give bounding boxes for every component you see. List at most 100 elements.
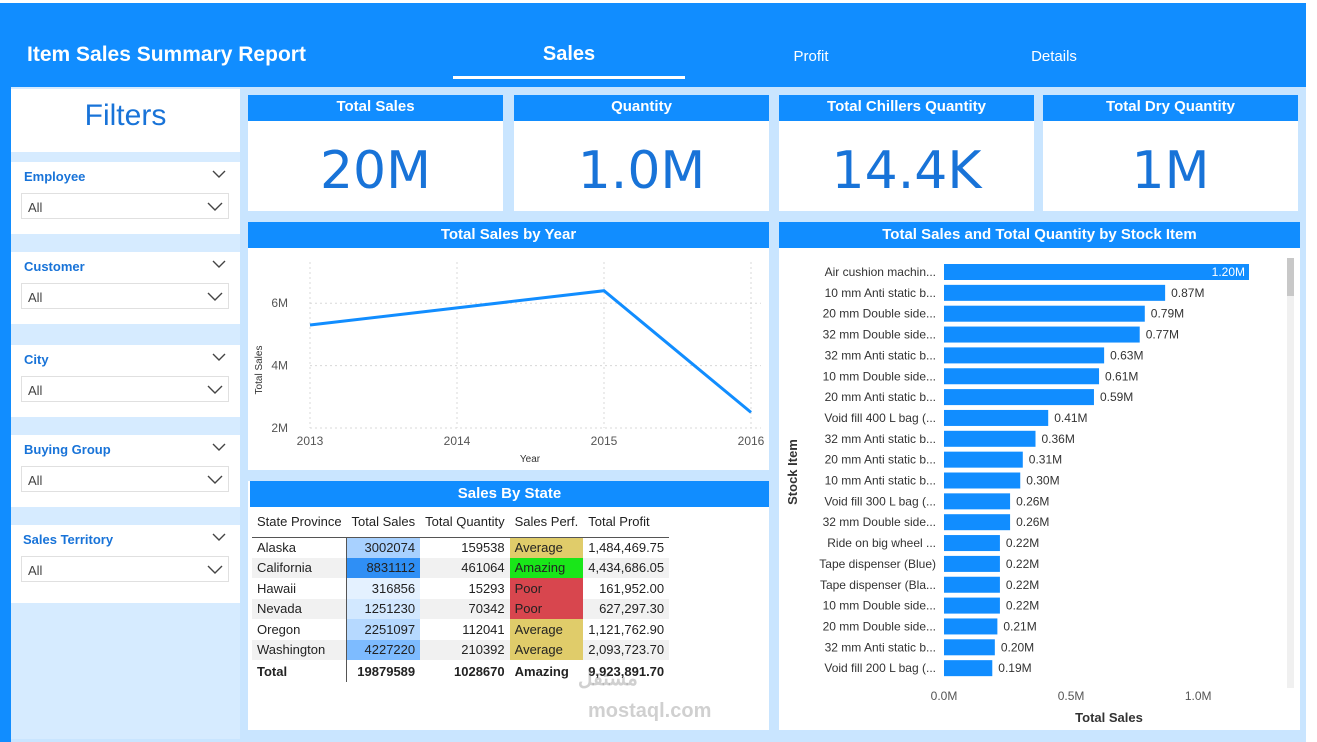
slicer-sales-territory: Sales Territory All <box>11 525 240 603</box>
data-label: 0.30M <box>1026 474 1059 488</box>
data-label: 0.41M <box>1054 411 1087 425</box>
data-label: 0.61M <box>1105 369 1138 383</box>
category-label: Void fill 400 L bag (... <box>824 411 936 425</box>
city-dropdown[interactable]: All <box>21 376 229 402</box>
bar <box>944 430 1036 447</box>
chevron-down-icon[interactable] <box>212 532 226 542</box>
category-label: 20 mm Anti static b... <box>825 390 936 404</box>
sales-cell: 4227220 <box>346 639 421 660</box>
slicer-buying-group: Buying Group All <box>11 435 240 507</box>
x-tick-label: 1.0M <box>1185 689 1212 703</box>
profit-cell: 2,093,723.70 <box>588 642 665 658</box>
bar <box>944 347 1105 364</box>
line-chart[interactable]: 2M 4M 6M 2013 2014 2015 2016 Year Total Sales <box>248 248 769 470</box>
kpi-card-total-sales: Total Sales 20M <box>248 95 503 211</box>
table-row[interactable]: Oregon 2251097 112041 Average 1,121,762.90 <box>252 619 670 640</box>
perf-cell: Poor <box>509 578 584 599</box>
chevron-down-icon[interactable] <box>212 442 226 452</box>
chevron-down-icon <box>207 565 223 574</box>
bar <box>944 389 1094 406</box>
chevron-down-icon <box>207 385 223 394</box>
column-header[interactable]: Total Profit <box>583 511 670 538</box>
state-cell: Alaska <box>257 540 297 555</box>
x-tick-label: 2015 <box>591 434 618 448</box>
sales-territory-dropdown[interactable]: All <box>21 556 229 582</box>
slicer-customer: Customer All <box>11 252 240 324</box>
category-label: Air cushion machin... <box>825 265 936 279</box>
data-label: 0.77M <box>1146 328 1179 342</box>
category-label: 32 mm Anti static b... <box>825 432 936 446</box>
dropdown-value: All <box>28 200 43 215</box>
quantity-cell: 210392 <box>461 642 505 658</box>
bar <box>944 597 1000 614</box>
employee-dropdown[interactable]: All <box>21 193 229 219</box>
sales-cell: 2251097 <box>346 619 421 640</box>
customer-dropdown[interactable]: All <box>21 283 229 309</box>
chevron-down-icon[interactable] <box>212 352 226 362</box>
bar-chart[interactable]: Air cushion machin... 1.20M 10 mm Anti sta… <box>779 248 1300 730</box>
x-tick-label: 2016 <box>738 434 765 448</box>
kpi-card-value: 20M <box>319 141 432 201</box>
quantity-cell: 70342 <box>468 601 505 617</box>
column-header[interactable]: State Province <box>252 511 347 538</box>
bar <box>944 284 1166 301</box>
y-axis-label: Stock Item <box>785 439 800 505</box>
state-cell: Hawaii <box>257 580 297 596</box>
state-cell: Oregon <box>257 621 301 637</box>
profit-cell: 161,952.00 <box>599 580 665 596</box>
column-header[interactable]: Sales Perf. <box>509 511 584 538</box>
data-label: 0.87M <box>1171 286 1204 300</box>
watermark-logo: مستقل <box>578 668 638 690</box>
chevron-down-icon[interactable] <box>212 259 226 269</box>
column-header[interactable]: Total Quantity <box>420 511 510 538</box>
scrollbar-track <box>1287 258 1294 688</box>
y-tick-label: 6M <box>271 296 288 310</box>
bar <box>944 305 1145 322</box>
category-label: 10 mm Anti static b... <box>825 286 936 300</box>
perf-cell: Amazing <box>509 557 584 578</box>
tab-profit[interactable]: Profit <box>793 48 829 65</box>
table-row[interactable]: Washington 4227220 210392 Average 2,093,723.… <box>252 639 670 660</box>
table-row[interactable]: Hawaii 316856 15293 Poor 161,952.00 <box>252 578 670 599</box>
bar <box>944 618 998 635</box>
profit-cell: 1,121,762.90 <box>588 621 665 637</box>
x-tick-label: 0.0M <box>931 689 958 703</box>
table-row[interactable]: Alaska 3002074 159538 Average 1,484,469.75 <box>252 537 670 558</box>
category-label: 10 mm Anti static b... <box>825 474 936 488</box>
sales-by-state-table: State Province Total Sales Total Quantit… <box>252 511 670 682</box>
chart-title: Total Sales by Year <box>248 222 769 248</box>
total-label-cell: Total <box>257 663 288 679</box>
slicer-label: Employee <box>24 169 86 184</box>
category-label: 10 mm Double side... <box>823 369 936 383</box>
data-label: 0.19M <box>998 661 1031 675</box>
report-title: Item Sales Summary Report <box>27 43 306 66</box>
data-label: 0.22M <box>1006 599 1039 613</box>
x-tick-label: 2013 <box>297 434 324 448</box>
chevron-down-icon[interactable] <box>212 169 226 179</box>
table-row[interactable]: Nevada 1251230 70342 Poor 627,297.30 <box>252 598 670 619</box>
buying-group-dropdown[interactable]: All <box>21 466 229 492</box>
data-label: 1.20M <box>1212 265 1245 279</box>
tab-sales[interactable]: Sales <box>542 43 596 65</box>
perf-cell: Average <box>509 619 584 640</box>
profit-cell: 627,297.30 <box>599 601 665 617</box>
chevron-down-icon <box>207 202 223 211</box>
kpi-card-dry-quantity: Total Dry Quantity 1M <box>1043 95 1298 211</box>
dropdown-value: All <box>28 290 43 305</box>
bar <box>944 555 1000 572</box>
tab-details[interactable]: Details <box>1031 48 1077 65</box>
quantity-cell: 15293 <box>468 580 505 596</box>
bar <box>944 535 1000 552</box>
filters-title-box: Filters <box>11 89 240 152</box>
category-label: 32 mm Anti static b... <box>825 348 936 362</box>
quantity-cell: 159538 <box>461 540 505 555</box>
bar <box>944 576 1000 593</box>
scrollbar-thumb[interactable] <box>1287 258 1294 296</box>
state-cell: Washington <box>257 642 326 658</box>
table-total-row: Total 19879589 1028670 Amazing 9,923,891.70 <box>252 660 669 682</box>
kpi-card-title: Total Chillers Quantity <box>779 95 1034 121</box>
column-header[interactable]: Total Sales <box>346 511 421 538</box>
table-row[interactable]: California 8831112 461064 Amazing 4,434,686.… <box>252 557 670 578</box>
total-profit-cell: 9,923,891.70 <box>588 663 665 679</box>
